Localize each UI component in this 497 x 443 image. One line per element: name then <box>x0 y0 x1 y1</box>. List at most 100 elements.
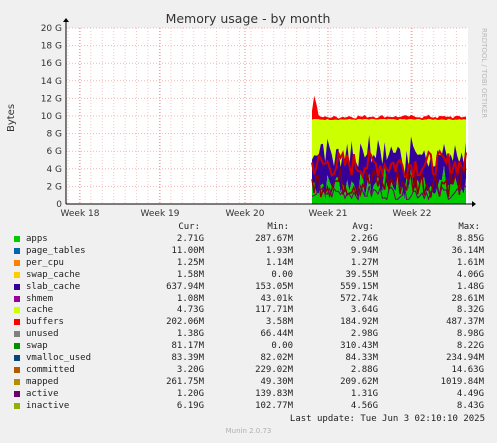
axes: 0 2 G 4 G 6 G 8 G 10 G 12 G 14 G 16 G 18 G 20 G Wee… <box>41 18 476 219</box>
legend-name: swap_cache <box>26 269 81 280</box>
x-tick-label: Week 21 <box>309 209 348 219</box>
y-tick-label: 0 <box>56 200 62 210</box>
legend-name: buffers <box>26 317 64 328</box>
series-line-active <box>311 184 467 201</box>
legend-header-max: Max: <box>458 222 480 232</box>
legend-cur: 3.20G <box>176 364 204 375</box>
legend-min: 153.05M <box>255 281 293 292</box>
legend-cur: 11.00M <box>171 245 204 256</box>
series-area-apps <box>312 164 466 204</box>
legend-swatch <box>14 402 20 409</box>
legend-min: 82.02M <box>260 353 293 363</box>
legend-header-cur: Cur: <box>178 222 200 232</box>
legend-max: 4.06G <box>456 269 484 280</box>
legend-swatch <box>14 390 20 397</box>
legend-max: 28.61M <box>451 293 484 304</box>
y-tick-label: 10 G <box>41 112 62 122</box>
legend-name: committed <box>26 364 75 375</box>
legend-min: 66.44M <box>260 329 293 340</box>
series-line-inactive <box>311 148 467 181</box>
legend-avg: 2.88G <box>350 364 378 375</box>
memory-chart: Memory usage - by month Bytes 0 2 G 4 G 6 G… <box>6 11 476 219</box>
legend-header-min: Min: <box>267 222 289 232</box>
y-tick-label: 4 G <box>46 165 62 175</box>
x-tick-label: Week 19 <box>141 209 180 219</box>
legend-name: per_cpu <box>26 257 64 268</box>
legend-cur: 637.94M <box>166 281 204 292</box>
legend-cur: 1.08M <box>176 293 204 304</box>
y-tick-label: 20 G <box>41 24 62 34</box>
legend-cur: 1.20G <box>176 388 204 399</box>
legend-swatch <box>14 283 20 290</box>
legend-cur: 83.39M <box>171 353 204 363</box>
y-tick-label: 18 G <box>41 42 62 52</box>
legend-avg: 184.92M <box>340 317 378 328</box>
legend-avg: 9.94M <box>350 245 378 256</box>
legend-min: 3.58M <box>265 317 293 328</box>
legend-swatch <box>14 355 20 361</box>
x-tick-label: Week 20 <box>226 209 265 219</box>
legend-name: unused <box>26 329 59 340</box>
legend-min: 1.93M <box>265 245 293 256</box>
legend-cur: 6.19G <box>176 400 204 411</box>
legend-cur: 1.38G <box>176 329 204 340</box>
legend-max: 1.61M <box>456 257 484 268</box>
legend-cur: 1.25M <box>176 257 204 268</box>
legend-cur: 202.06M <box>166 317 204 328</box>
series-area-slab_cache <box>312 134 466 201</box>
legend-min: 49.30M <box>260 376 293 387</box>
legend-swatch <box>14 295 20 302</box>
legend-name: mapped <box>26 376 59 387</box>
stacked-areas <box>311 95 467 204</box>
y-tick-label: 6 G <box>46 147 62 157</box>
legend-name: inactive <box>26 400 70 411</box>
legend-min: 287.67M <box>255 234 293 244</box>
legend-min: 229.02M <box>255 364 293 375</box>
legend-avg: 3.64G <box>350 305 378 316</box>
legend-swatch <box>14 307 20 314</box>
y-tick-label: 2 G <box>46 182 62 192</box>
legend-max: 1019.84M <box>440 376 484 387</box>
legend-swatch <box>14 236 20 242</box>
legend-max: 8.98G <box>456 329 484 340</box>
rrdtool-watermark: RRDTOOL / TOBI OETIKER <box>480 28 488 119</box>
legend-name: shmem <box>26 293 54 304</box>
legend-max: 8.22G <box>456 341 484 352</box>
legend-avg: 84.33M <box>345 353 378 363</box>
y-tick-label: 8 G <box>46 130 62 140</box>
last-update: Last update: Tue Jun 3 02:10:10 2025 <box>289 414 485 424</box>
y-tick-label: 14 G <box>41 77 62 87</box>
legend-cur: 261.75M <box>166 376 204 387</box>
legend-name: vmalloc_used <box>26 353 92 363</box>
legend-name: page_tables <box>26 245 86 256</box>
x-axis-arrow <box>472 201 476 207</box>
legend-max: 4.49G <box>456 388 484 399</box>
y-axis-arrow <box>63 18 69 22</box>
legend-max: 36.14M <box>451 245 484 256</box>
y-tick-label: 12 G <box>41 94 62 104</box>
x-tick-label: Week 22 <box>393 209 432 219</box>
legend-cur: 4.73G <box>176 305 204 316</box>
y-tick-label: 16 G <box>41 59 62 69</box>
legend-min: 0.00 <box>271 341 293 352</box>
legend-avg: 559.15M <box>340 281 378 292</box>
series-area-cache <box>312 118 466 178</box>
legend-cur: 1.58M <box>176 269 204 280</box>
legend-name: apps <box>26 234 48 244</box>
legend-max: 8.32G <box>456 305 484 316</box>
legend-max: 8.85G <box>456 234 484 244</box>
legend-avg: 572.74k <box>340 293 378 304</box>
legend-max: 1.48G <box>456 281 484 292</box>
legend-avg: 1.27M <box>350 257 378 268</box>
legend-name: swap <box>26 341 48 352</box>
legend-min: 1.14M <box>265 257 293 268</box>
legend-min: 117.71M <box>255 305 293 316</box>
legend-cur: 81.17M <box>171 341 204 352</box>
legend-swatch <box>14 319 20 326</box>
legend-avg: 310.43M <box>340 341 378 352</box>
legend-name: cache <box>26 305 54 316</box>
legend-header-avg: Avg: <box>352 222 374 232</box>
legend-cur: 2.71G <box>176 234 204 244</box>
legend-min: 139.83M <box>255 388 293 399</box>
legend-swatch <box>14 271 20 278</box>
